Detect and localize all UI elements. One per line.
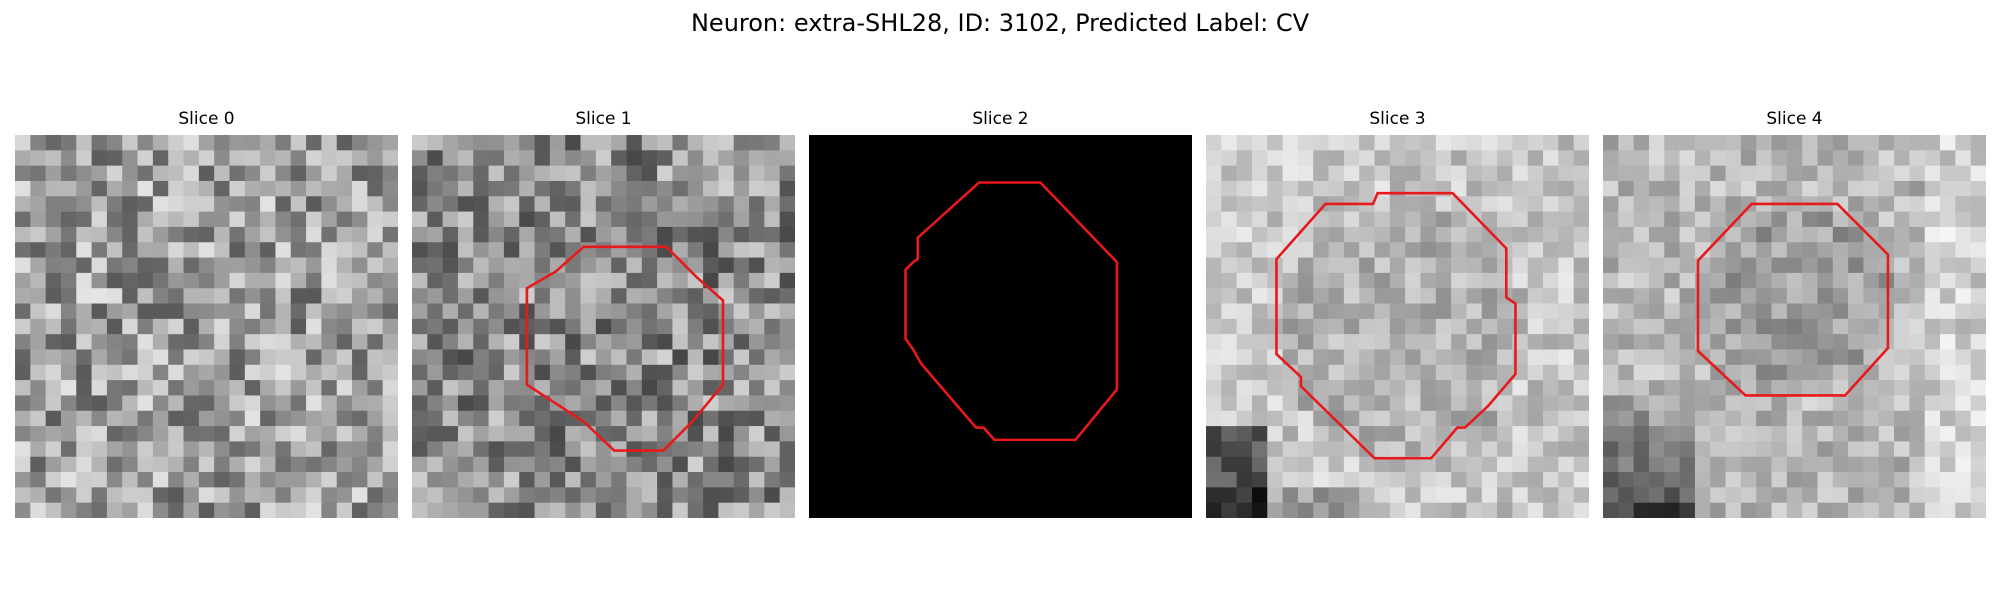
slice-background [809,135,1192,518]
slice-panel-1: Slice 1 [412,108,795,518]
pixel-grid [15,135,398,518]
roi-contour [1696,202,1890,397]
slice-title: Slice 2 [972,109,1029,129]
figure-title: Neuron: extra-SHL28, ID: 3102, Predicted… [690,9,1310,37]
slice-image-3 [1206,135,1589,518]
slice-panel-2: Slice 2 [809,108,1192,518]
slice-panel-3: Slice 3 [1206,108,1589,518]
roi-contour [904,181,1119,442]
slice-panel-0: Slice 0 [15,108,398,518]
roi-contour [1275,191,1517,460]
pixel-grid [1603,135,1986,518]
slice-title: Slice 4 [1766,109,1823,129]
slice-title: Slice 1 [575,109,632,129]
slice-image-4 [1603,135,1986,518]
slice-image-2 [809,135,1192,518]
pixel-grid [412,135,795,518]
slice-title: Slice 0 [178,109,235,129]
pixel-grid [1206,135,1589,518]
roi-contour [525,245,725,452]
slice-panel-4: Slice 4 [1603,108,1986,518]
slice-image-0 [15,135,398,518]
slice-title: Slice 3 [1369,109,1426,129]
slice-image-1 [412,135,795,518]
